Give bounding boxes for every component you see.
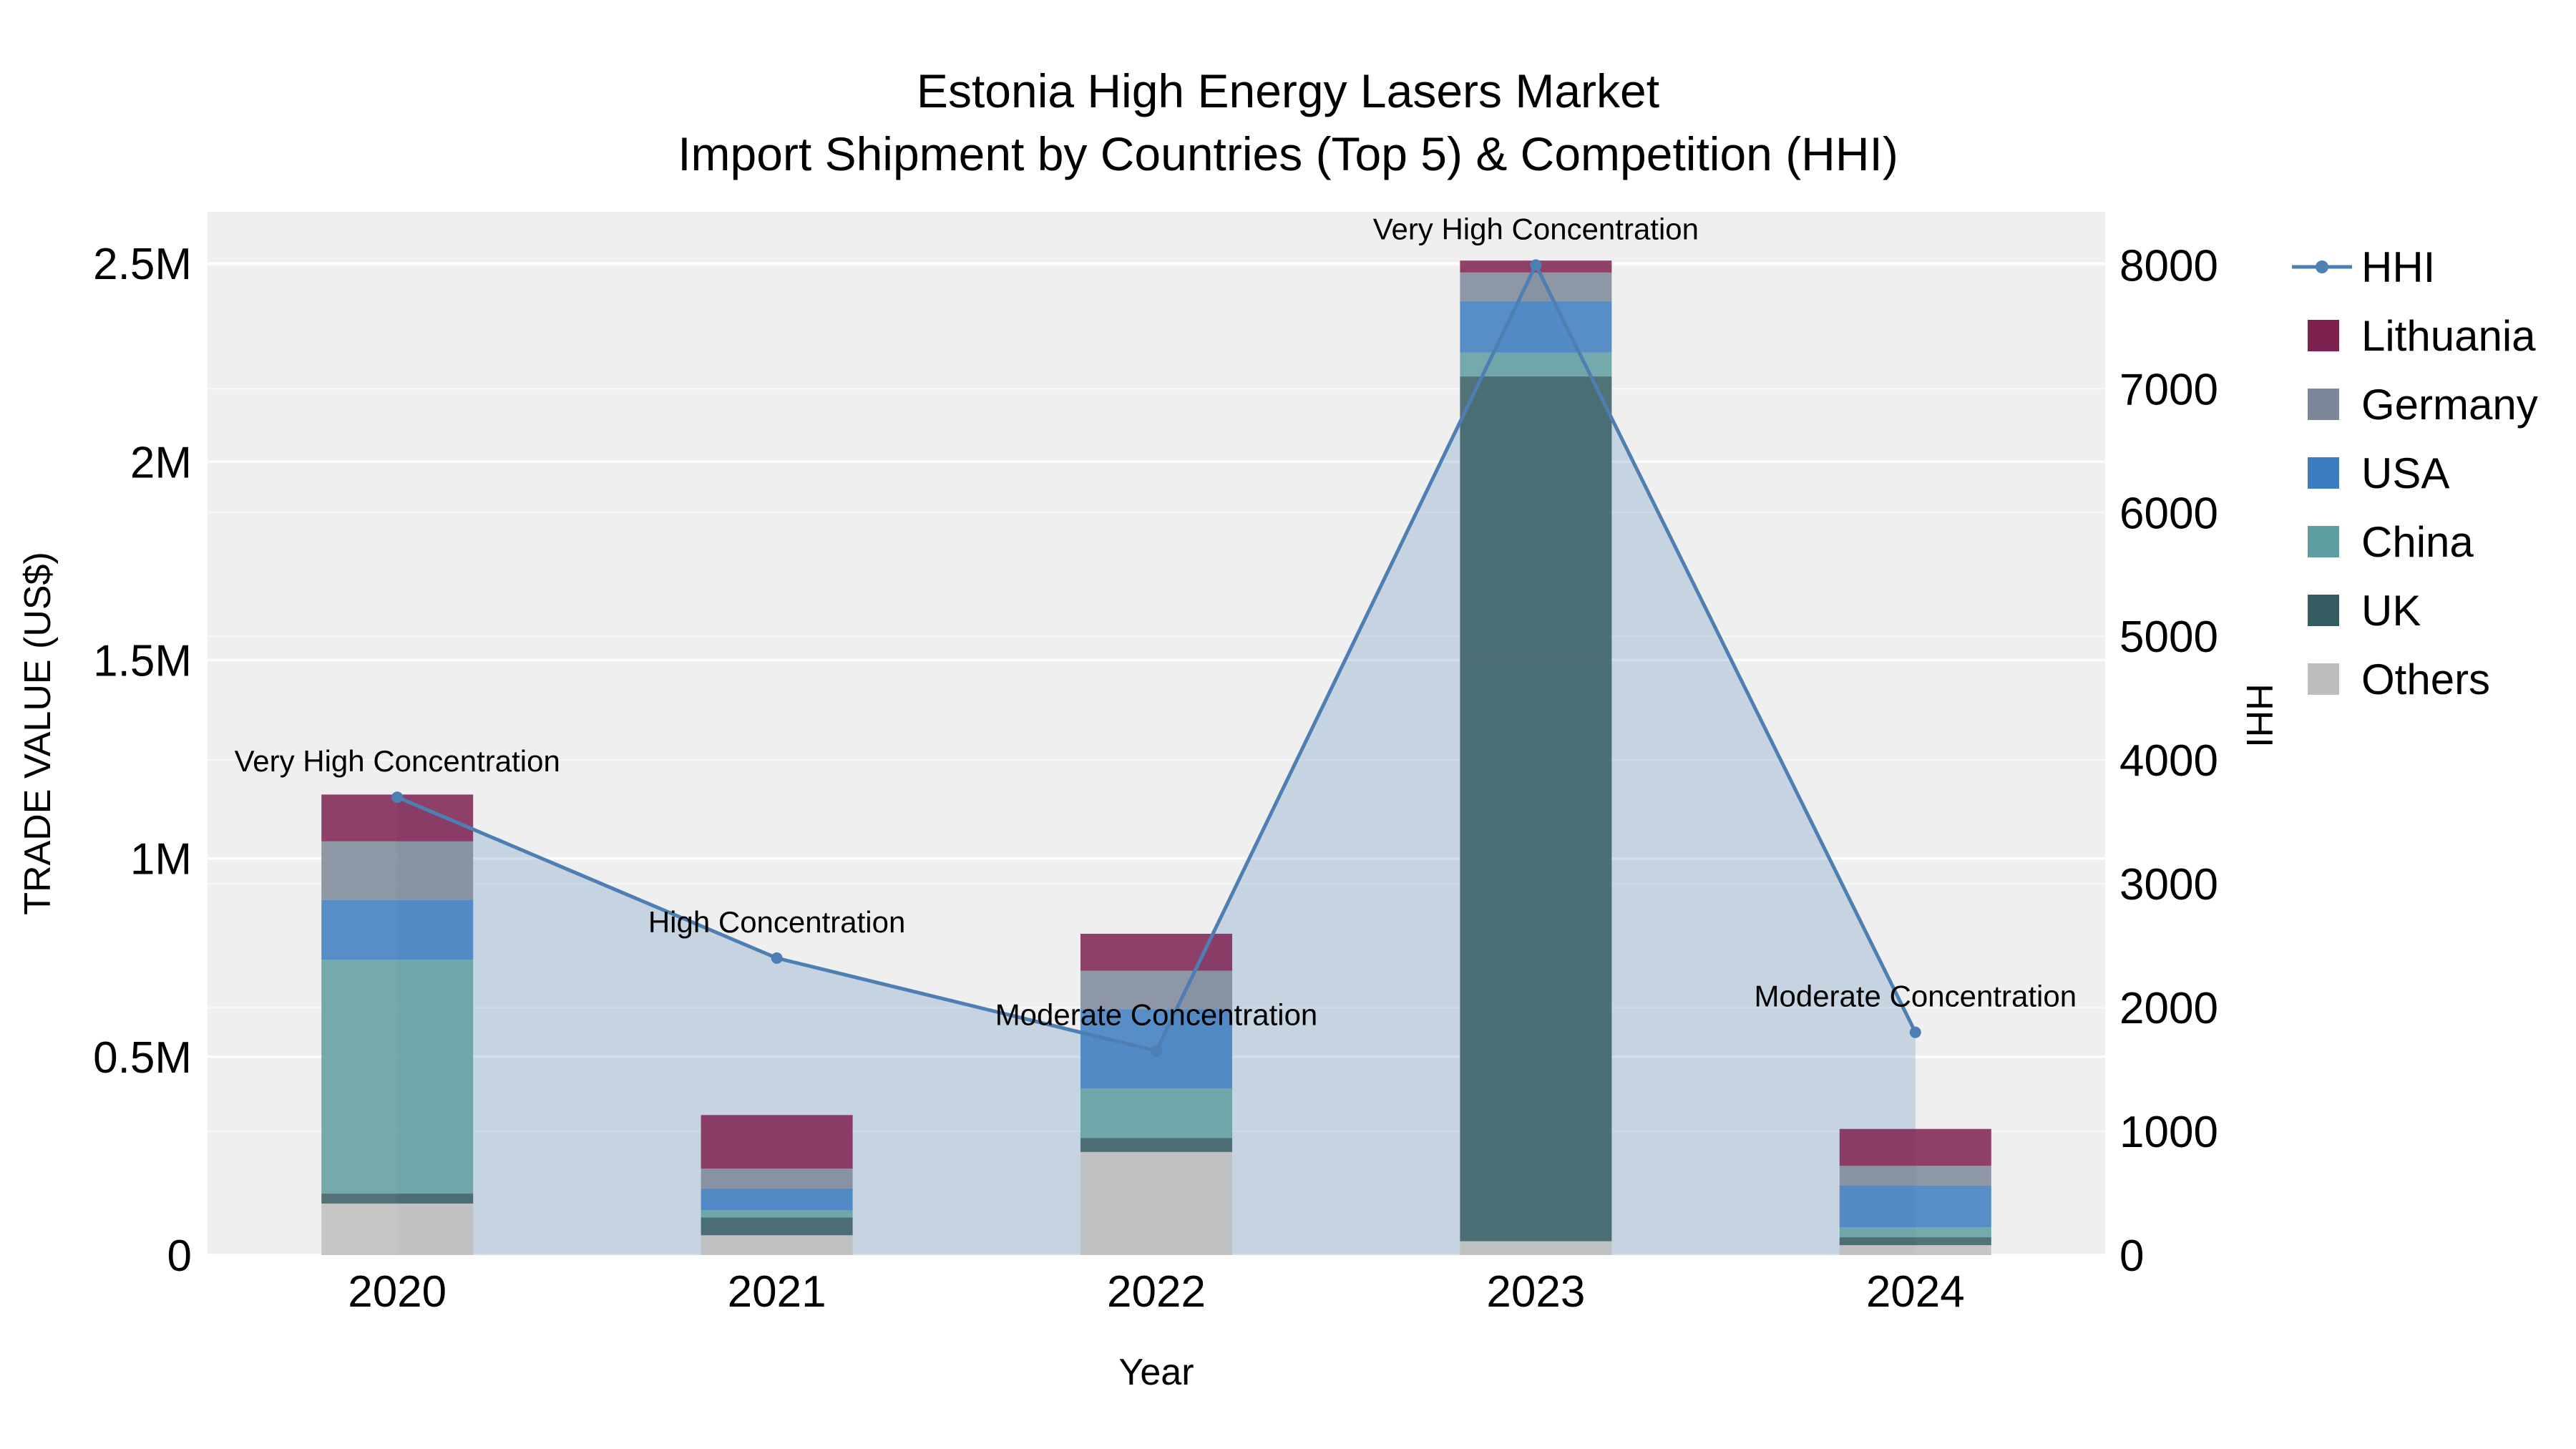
- x-tick-label-2021: 2021: [728, 1267, 826, 1317]
- legend-label-uk: UK: [2361, 587, 2421, 635]
- y-right-tick-label: 7000: [2119, 365, 2218, 414]
- bar-segment-uk-2020: [321, 1194, 474, 1204]
- chart-title-line1: Estonia High Energy Lasers Market: [917, 64, 1659, 117]
- chart-title-line2: Import Shipment by Countries (Top 5) & C…: [678, 127, 1898, 180]
- y-left-tick-label: 0.5M: [93, 1033, 192, 1083]
- y-right-tick-label: 0: [2119, 1231, 2144, 1281]
- bar-segment-uk-2023: [1460, 376, 1612, 1241]
- bar-segment-lithuania-2022: [1080, 933, 1232, 971]
- bar-segment-germany-2021: [701, 1169, 853, 1189]
- bar-segment-others-2024: [1839, 1245, 1991, 1255]
- legend-label-others: Others: [2361, 655, 2490, 703]
- y-left-tick-label: 2M: [130, 438, 192, 487]
- y-left-tick-label: 1M: [130, 835, 192, 884]
- bar-segment-usa-2024: [1839, 1185, 1991, 1228]
- y-left-axis-title: TRADE VALUE (US$): [17, 552, 59, 915]
- bar-segment-others-2023: [1460, 1241, 1612, 1255]
- chart-legend: HHI Lithuania Germany USA China UK Others: [2292, 243, 2538, 703]
- y-left-tick-label: 0: [167, 1231, 192, 1281]
- hhi-marker-2020: [391, 791, 404, 804]
- bar-segment-germany-2024: [1839, 1166, 1991, 1186]
- legend-label-usa: USA: [2361, 449, 2449, 497]
- y-right-tick-label: 6000: [2119, 489, 2218, 538]
- bar-segment-germany-2023: [1460, 272, 1612, 301]
- y-right-tick-label: 1000: [2119, 1108, 2218, 1157]
- legend-label-germany: Germany: [2361, 381, 2538, 429]
- hhi-marker-2024: [1909, 1026, 1921, 1038]
- annotation-2020: Very High Concentration: [235, 744, 560, 778]
- annotation-2024: Moderate Concentration: [1754, 980, 2077, 1013]
- y-left-tick-label: 2.5M: [93, 240, 192, 289]
- bar-segment-others-2022: [1080, 1151, 1232, 1255]
- x-tick-label-2024: 2024: [1866, 1267, 1965, 1317]
- hhi-marker-2022: [1151, 1045, 1162, 1057]
- y-right-tick-label: 4000: [2119, 736, 2218, 786]
- x-axis-title: Year: [1118, 1352, 1194, 1393]
- legend-item-others: Others: [2308, 655, 2490, 703]
- bar-segment-usa-2023: [1460, 301, 1612, 353]
- legend-label-lithuania: Lithuania: [2361, 312, 2536, 360]
- legend-swatch-china: [2308, 526, 2339, 557]
- legend-label-china: China: [2361, 518, 2474, 566]
- plot-layer-annotations: Very High Concentration High Concentratio…: [235, 212, 2077, 1031]
- legend-line-marker: [2316, 260, 2328, 273]
- legend-swatch-uk: [2308, 595, 2339, 626]
- bar-segment-china-2020: [321, 959, 474, 1194]
- y-right-tick-label: 5000: [2119, 613, 2218, 662]
- legend-label-hhi: HHI: [2361, 243, 2435, 291]
- y-right-tick-label: 8000: [2119, 241, 2218, 291]
- hhi-marker-2021: [771, 952, 783, 964]
- bar-segment-uk-2021: [701, 1217, 853, 1236]
- bar-segment-uk-2024: [1839, 1237, 1991, 1246]
- legend-swatch-usa: [2308, 457, 2339, 489]
- x-tick-label-2022: 2022: [1107, 1267, 1206, 1317]
- y-right-tick-label: 2000: [2119, 984, 2218, 1033]
- bar-segment-lithuania-2024: [1839, 1128, 1991, 1166]
- bar-segment-germany-2022: [1080, 970, 1232, 1010]
- plot-layer-line: [391, 259, 1921, 1057]
- bar-segment-uk-2022: [1080, 1138, 1232, 1152]
- bar-segment-china-2024: [1839, 1227, 1991, 1238]
- legend-item-hhi: HHI: [2292, 243, 2435, 291]
- legend-item-germany: Germany: [2308, 381, 2538, 429]
- legend-swatch-others: [2308, 663, 2339, 695]
- y-left-tick-label: 1.5M: [93, 636, 192, 686]
- bar-segment-germany-2020: [321, 841, 474, 900]
- legend-item-usa: USA: [2308, 449, 2449, 497]
- bar-segment-china-2021: [701, 1210, 853, 1218]
- bar-segment-china-2022: [1080, 1088, 1232, 1138]
- plot-layer-ticks: 0 0.5M 1M 1.5M 2M 2.5M 0 1000 2000 3000 4000 5000 60…: [93, 240, 2218, 1317]
- annotation-2021: High Concentration: [648, 905, 906, 939]
- y-right-axis-title: HHI: [2238, 683, 2280, 748]
- legend-item-lithuania: Lithuania: [2308, 312, 2536, 360]
- legend-item-uk: UK: [2308, 587, 2421, 635]
- x-tick-label-2023: 2023: [1486, 1267, 1585, 1317]
- bar-segment-others-2020: [321, 1203, 474, 1255]
- bar-segment-others-2021: [701, 1235, 853, 1255]
- bar-segment-usa-2020: [321, 899, 474, 960]
- x-tick-label-2020: 2020: [348, 1267, 447, 1317]
- y-right-tick-label: 3000: [2119, 860, 2218, 909]
- hhi-marker-2023: [1530, 259, 1542, 271]
- legend-swatch-lithuania: [2308, 320, 2339, 351]
- legend-swatch-germany: [2308, 389, 2339, 420]
- annotation-2022: Moderate Concentration: [995, 998, 1318, 1032]
- legend-item-china: China: [2308, 518, 2474, 566]
- annotation-2023: Very High Concentration: [1373, 212, 1699, 245]
- bar-segment-lithuania-2021: [701, 1115, 853, 1169]
- bar-segment-usa-2021: [701, 1188, 853, 1211]
